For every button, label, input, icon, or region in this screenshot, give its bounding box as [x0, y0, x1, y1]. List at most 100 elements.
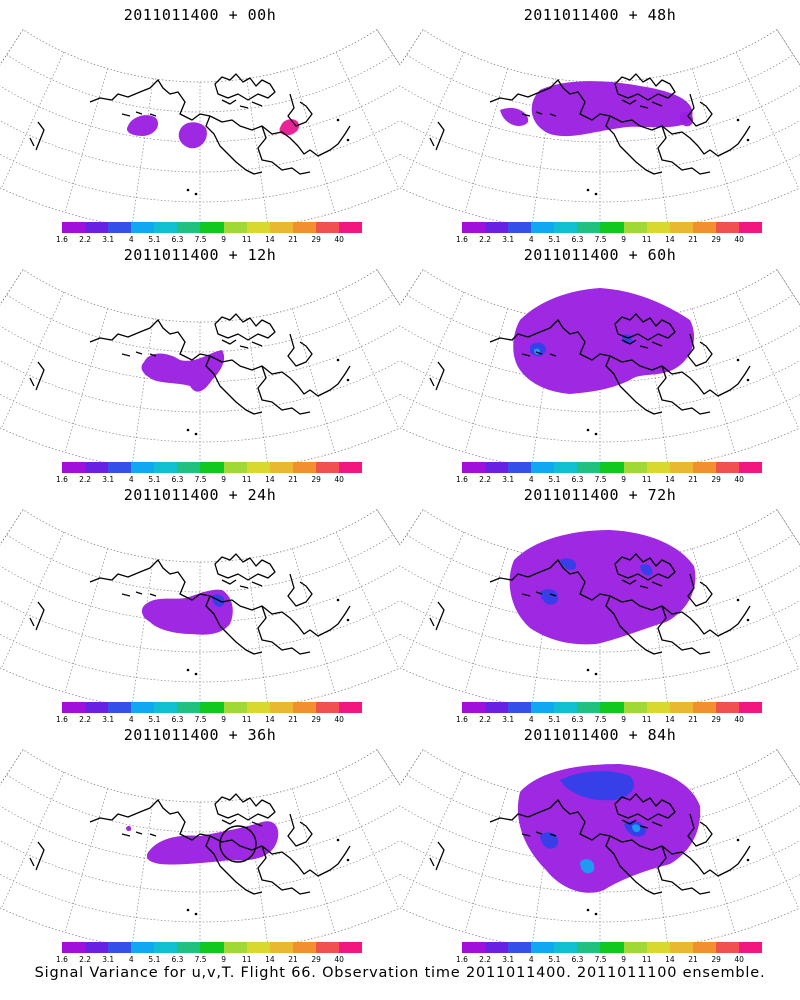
parallel-line	[400, 120, 800, 173]
map-frame	[0, 509, 400, 713]
meridian-line	[400, 52, 465, 189]
meridian-line	[335, 772, 400, 909]
colorbar-tick-label: 21	[288, 955, 298, 964]
colorbar-swatch	[292, 222, 316, 233]
meridian-line	[776, 749, 800, 786]
coastline-segment	[209, 835, 351, 877]
colorbar-tick-label: 2.2	[479, 235, 492, 244]
variance-region	[640, 564, 653, 576]
coastline-segment	[221, 579, 263, 589]
colorbar-tick-label: 40	[334, 235, 344, 244]
colorbar-swatch	[738, 942, 763, 953]
coastline-segment	[621, 99, 663, 109]
colorbar-tick-label: 14	[265, 955, 275, 964]
colorbar-swatch	[669, 462, 693, 473]
island-dot	[736, 598, 740, 602]
map	[400, 29, 800, 233]
colorbar-swatch	[131, 462, 155, 473]
colorbar-swatch	[177, 942, 201, 953]
colorbar-swatch	[600, 462, 624, 473]
coastline-segment	[614, 793, 676, 821]
parallel-line	[0, 874, 400, 923]
meridian-line	[464, 788, 509, 933]
coastline-segment	[205, 835, 263, 895]
colorbar-swatch	[623, 942, 647, 953]
colorbar-tick-label: 40	[734, 715, 744, 724]
island-dot	[194, 432, 198, 436]
colorbar-tick-label: 2.2	[79, 715, 92, 724]
meridian-line	[131, 798, 154, 948]
variance-region	[141, 350, 225, 392]
colorbar-swatch	[108, 702, 132, 713]
island-dot	[186, 428, 190, 432]
parallel-line	[0, 394, 400, 443]
coastline-segment	[121, 831, 157, 837]
island-dot	[736, 838, 740, 842]
island-dot	[186, 188, 190, 192]
colorbar-swatch	[223, 462, 247, 473]
coastline-segment	[29, 121, 45, 151]
variance-region	[540, 589, 559, 605]
coastline-segment	[429, 361, 445, 391]
colorbar-swatch	[485, 222, 509, 233]
coastline	[429, 793, 751, 916]
map-panel: 2011011400 + 60h 1.6 2.2 3.1 4 5.1 6.3 7.5 9 11 14…	[400, 240, 800, 485]
colorbar-swatch	[131, 702, 155, 713]
coastline-segment	[287, 813, 313, 847]
coastline-segment	[257, 365, 311, 415]
panel-title: 2011011400 + 36h	[123, 726, 277, 744]
coastline-segment	[257, 845, 311, 895]
coastline	[29, 553, 351, 676]
coastline-segment	[605, 835, 663, 895]
colorbar-swatch	[62, 462, 86, 473]
coastline	[429, 553, 751, 676]
meridian-line	[464, 68, 509, 213]
colorbar-tick-label: 6.3	[171, 235, 184, 244]
colorbar-swatch	[108, 462, 132, 473]
colorbar-tick-label: 40	[734, 235, 744, 244]
coastline-segment	[614, 73, 676, 101]
coastline-segment	[687, 573, 713, 607]
island-dot	[594, 912, 598, 916]
map-panel: 2011011400 + 00h 1.6 2.2 3.1 4 5.1 6.3 7.5 9 11 14…	[0, 0, 400, 245]
colorbar-tick-label: 5.1	[148, 715, 161, 724]
coastline-segment	[614, 553, 676, 581]
figure-caption: Signal Variance for u,v,T. Flight 66. Ob…	[34, 965, 766, 981]
colorbar-tick-label: 9	[221, 475, 227, 484]
meridian-line	[0, 532, 65, 669]
coastline-segment	[687, 813, 713, 847]
meridian-line	[400, 292, 465, 429]
colorbar-swatch	[62, 702, 86, 713]
meridian-line	[131, 318, 154, 468]
panel-title: 2011011400 + 84h	[523, 726, 677, 744]
colorbar-tick-label: 11	[642, 955, 652, 964]
coastline-segment	[287, 573, 313, 607]
colorbar	[462, 702, 763, 713]
meridian-line	[335, 52, 400, 189]
colorbar	[62, 942, 363, 953]
colorbar-tick-label: 2.2	[79, 235, 92, 244]
coastline-segment	[609, 835, 751, 877]
parallel-line	[400, 394, 800, 443]
colorbar-tick-label: 40	[334, 475, 344, 484]
colorbar-tick-label: 29	[711, 235, 721, 244]
colorbar-swatch	[292, 702, 316, 713]
map	[400, 269, 800, 473]
coastline	[429, 313, 751, 436]
variance-region	[513, 288, 695, 394]
island-dot	[194, 672, 198, 676]
colorbar-labels: 1.6 2.2 3.1 4 5.1 6.3 7.5 9 11 14 21 29 40	[452, 955, 772, 965]
island-dot	[194, 912, 198, 916]
colorbar-swatch	[623, 222, 647, 233]
island-dot	[586, 188, 590, 192]
colorbar-swatch	[338, 462, 363, 473]
colorbar-tick-label: 5.1	[148, 955, 161, 964]
parallel-line	[0, 154, 400, 203]
colorbar-swatch	[200, 942, 224, 953]
colorbar-swatch	[62, 222, 86, 233]
colorbar-tick-label: 5.1	[548, 475, 561, 484]
colorbar-swatch	[131, 942, 155, 953]
colorbar-swatch	[154, 462, 178, 473]
meridian-line	[735, 52, 800, 189]
colorbar-swatch	[62, 942, 86, 953]
